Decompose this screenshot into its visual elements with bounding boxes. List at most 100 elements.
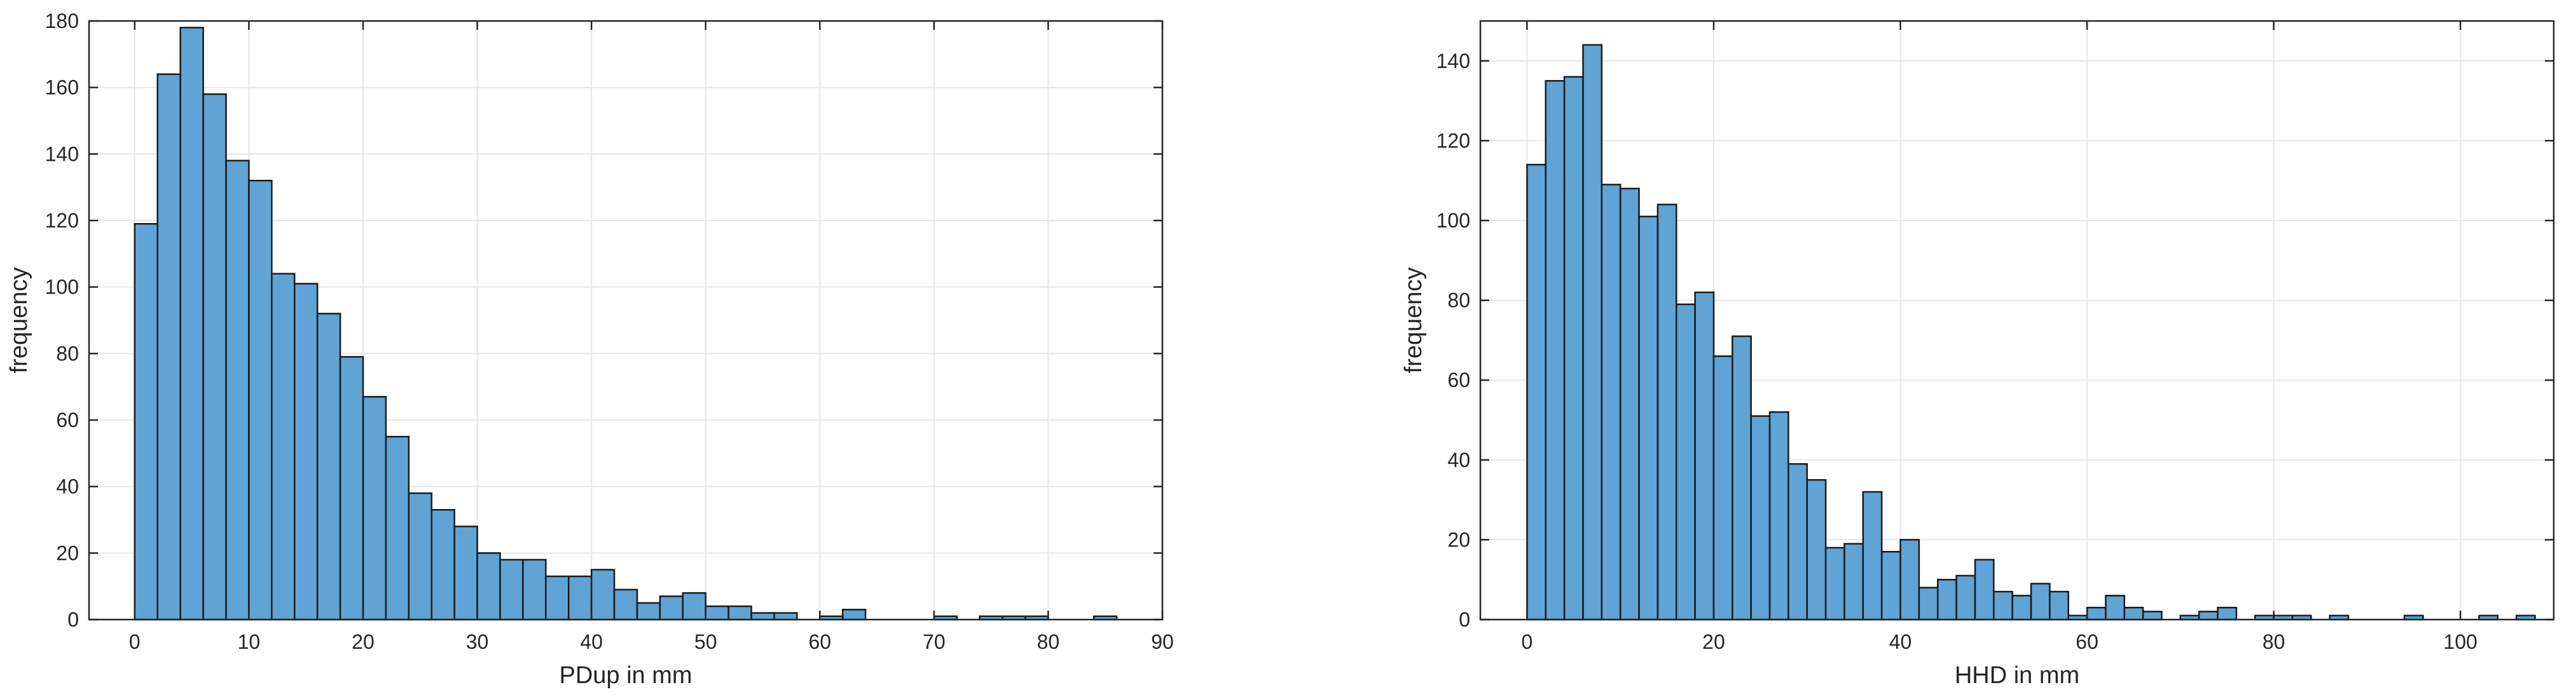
x-tick-label: 40 [580, 630, 603, 653]
histogram-bar [1824, 546, 1845, 621]
y-tick-label: 60 [1447, 369, 1470, 391]
histogram-bar [1936, 578, 1957, 621]
histogram-bar [1638, 215, 1659, 621]
histogram-bar [545, 575, 570, 621]
y-tick-label: 100 [1436, 209, 1470, 232]
histogram-bar [1619, 187, 1640, 621]
y-tick-label: 80 [1447, 289, 1470, 312]
x-tick-label: 60 [2076, 630, 2098, 653]
histogram-bar [590, 569, 616, 621]
x-tick-label: 30 [466, 630, 489, 653]
y-tick-label: 60 [56, 409, 79, 431]
histogram-bar [271, 273, 296, 621]
histogram-bar [499, 559, 524, 621]
histogram-bar [1656, 203, 1677, 621]
y-tick-label: 180 [45, 10, 79, 32]
histogram-bar [1545, 79, 1566, 621]
x-tick-label: 80 [1037, 630, 1060, 653]
histogram-bar [1526, 163, 1546, 621]
histogram-bar [682, 592, 706, 621]
y-tick-label: 160 [45, 76, 79, 99]
y-tick-label: 140 [45, 142, 79, 165]
histogram-bar [2086, 606, 2107, 621]
histogram-bar [225, 159, 250, 621]
histogram-bar [2030, 583, 2051, 621]
histogram-bar [1732, 335, 1752, 621]
histogram-bar [1843, 543, 1864, 621]
histogram-bar [659, 595, 684, 621]
histogram-bar [293, 283, 319, 621]
histogram-bar [134, 222, 158, 621]
histogram-bar [2123, 606, 2144, 621]
y-tick-label: 0 [67, 608, 79, 631]
y-tick-label: 0 [1459, 608, 1470, 631]
histogram-bar [705, 605, 729, 621]
histogram-bar [1601, 184, 1622, 621]
histogram-bar [1694, 291, 1715, 621]
x-tick-label: 40 [1889, 630, 1912, 653]
histogram-bar [1899, 539, 1920, 621]
axes-box [88, 20, 1164, 621]
histogram-bar [316, 313, 341, 621]
histogram-bar [339, 356, 364, 621]
histogram-bar [613, 588, 638, 621]
histogram-bar [2198, 611, 2219, 621]
y-tick-label: 80 [56, 342, 79, 365]
x-tick-label: 10 [238, 630, 261, 653]
y-tick-label: 20 [1447, 528, 1470, 551]
histogram-bar [567, 575, 593, 621]
histogram-bar [1955, 574, 1976, 621]
histogram-bar [773, 612, 798, 621]
histogram-bar [1862, 491, 1883, 621]
histogram-bar [248, 179, 273, 621]
x-axis-label: PDup in mm [559, 662, 692, 689]
histogram-bar [2105, 595, 2126, 621]
histogram-bar [476, 552, 501, 621]
histogram-bar [179, 27, 204, 621]
histogram-bar [2011, 595, 2032, 621]
x-axis-label: HHD in mm [1955, 662, 2079, 689]
y-tick-label: 100 [45, 276, 79, 299]
x-tick-label: 60 [808, 630, 831, 653]
histogram-bar [1768, 411, 1789, 621]
histogram-bar [1750, 415, 1771, 621]
x-tick-label: 70 [923, 630, 946, 653]
y-axis-label: frequency [1400, 268, 1427, 374]
histogram-bar [1582, 44, 1603, 621]
x-tick-label: 100 [2444, 630, 2477, 653]
histogram-bar [1675, 303, 1696, 621]
histogram-bar [1918, 587, 1939, 621]
histogram-bar [1880, 550, 1901, 621]
chart-panel-2: 0 20 40 60 80 100 0 20 40 60 80 100 120 140 HHD in mm f… [1400, 20, 2555, 689]
histogram-bar [841, 609, 867, 621]
histogram-bar [2142, 611, 2163, 621]
histogram-bar [430, 509, 455, 621]
x-tick-label: 50 [694, 630, 717, 653]
y-tick-label: 40 [56, 475, 79, 498]
histogram-bar [2049, 590, 2069, 621]
histogram-bar [385, 435, 410, 621]
histogram-bar [1806, 478, 1827, 621]
x-tick-label: 0 [129, 630, 141, 653]
y-tick-label: 20 [56, 541, 79, 564]
histogram-bar [453, 526, 478, 621]
histogram-bar [1787, 463, 1808, 621]
x-tick-label: 90 [1151, 630, 1174, 653]
axes-box [1479, 20, 2555, 621]
histogram-bar [2217, 606, 2238, 621]
x-tick-label: 20 [1702, 630, 1725, 653]
histogram-bar [156, 73, 181, 621]
histogram-bar [408, 492, 432, 621]
histogram-bar [727, 605, 752, 621]
histogram-bar [202, 93, 227, 621]
histogram-bar [750, 612, 775, 621]
chart-panel-1: 0 10 20 30 40 50 60 70 80 90 0 20 40 60 80 100 120 140 160… [6, 10, 1174, 689]
x-tick-label: 0 [1521, 630, 1533, 653]
x-tick-label: 80 [2263, 630, 2285, 653]
y-axis-label: frequency [6, 268, 32, 374]
x-tick-label: 20 [352, 630, 375, 653]
histogram-bar [1712, 355, 1733, 621]
histogram-bar [522, 559, 547, 621]
